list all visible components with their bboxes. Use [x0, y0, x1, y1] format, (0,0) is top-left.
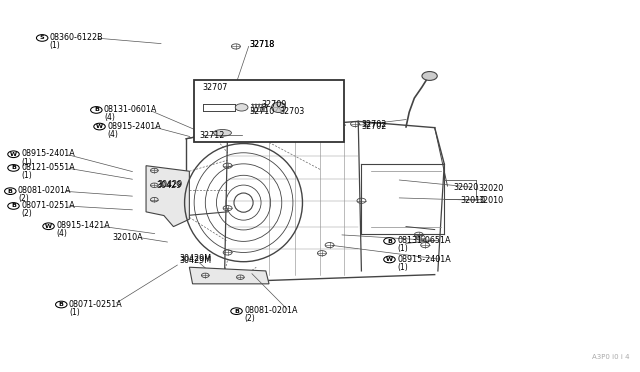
Text: (1): (1) [21, 157, 32, 167]
Text: 32010: 32010 [460, 196, 485, 205]
Text: 32020: 32020 [454, 183, 479, 192]
Circle shape [8, 151, 19, 158]
Text: (4): (4) [56, 230, 67, 238]
Polygon shape [189, 267, 269, 284]
Bar [194, 80, 344, 142]
Text: 32703: 32703 [280, 106, 305, 116]
Text: W: W [10, 152, 17, 157]
Text: 08121-0551A: 08121-0551A [21, 163, 75, 172]
Text: 32707: 32707 [202, 83, 227, 92]
Text: B: B [11, 203, 16, 208]
Ellipse shape [271, 102, 285, 112]
Text: 32710: 32710 [250, 106, 275, 116]
Text: 08071-0251A: 08071-0251A [69, 300, 123, 309]
Text: B: B [59, 302, 64, 307]
Text: W: W [45, 224, 52, 229]
Circle shape [36, 35, 48, 41]
Text: S: S [40, 35, 45, 41]
Circle shape [8, 164, 19, 171]
Text: A3P0 i0 i 4: A3P0 i0 i 4 [591, 354, 629, 360]
Circle shape [384, 238, 395, 244]
Circle shape [4, 188, 16, 195]
Circle shape [231, 308, 243, 314]
Text: (1): (1) [397, 263, 408, 272]
Text: W: W [96, 124, 103, 129]
Text: 30429: 30429 [156, 182, 182, 190]
Text: 32718: 32718 [250, 40, 275, 49]
Text: 08071-0251A: 08071-0251A [21, 201, 75, 210]
Text: B: B [387, 238, 392, 244]
Text: (1): (1) [21, 171, 32, 180]
Text: 08360-6122B: 08360-6122B [50, 33, 104, 42]
Circle shape [422, 71, 437, 80]
Ellipse shape [214, 129, 232, 136]
Text: 08081-0201A: 08081-0201A [18, 186, 72, 195]
Text: 32718: 32718 [250, 41, 275, 49]
Text: 32709: 32709 [261, 100, 287, 109]
Circle shape [94, 123, 105, 130]
Circle shape [43, 223, 54, 230]
Text: 08131-0651A: 08131-0651A [397, 236, 451, 245]
Text: 30429: 30429 [157, 180, 183, 189]
Text: 32020: 32020 [478, 185, 503, 193]
Text: 32712: 32712 [199, 131, 224, 140]
Text: (2): (2) [21, 209, 32, 218]
Text: 30429M: 30429M [180, 254, 212, 263]
Text: 32010A: 32010A [113, 233, 143, 242]
Text: 32010: 32010 [478, 196, 503, 205]
Text: (2): (2) [244, 314, 255, 323]
Text: B: B [94, 108, 99, 112]
Circle shape [236, 104, 248, 111]
Text: (1): (1) [69, 308, 80, 317]
Circle shape [56, 301, 67, 308]
Text: 08915-2401A: 08915-2401A [107, 122, 161, 131]
Text: (2): (2) [18, 195, 29, 203]
Text: B: B [234, 309, 239, 314]
Text: 08131-0601A: 08131-0601A [104, 105, 157, 114]
Text: (1): (1) [50, 41, 61, 50]
Text: 08915-2401A: 08915-2401A [397, 254, 451, 264]
Polygon shape [146, 166, 189, 227]
Text: W: W [386, 257, 393, 262]
Text: 08081-0201A: 08081-0201A [244, 306, 298, 315]
Text: B: B [11, 166, 16, 170]
Text: 32702: 32702 [362, 120, 387, 129]
Text: (4): (4) [107, 130, 118, 139]
Text: 08915-2401A: 08915-2401A [21, 150, 75, 158]
Text: B: B [8, 189, 13, 194]
Text: (1): (1) [397, 244, 408, 253]
Circle shape [91, 107, 102, 113]
Circle shape [384, 256, 395, 263]
Text: 08915-1421A: 08915-1421A [56, 221, 110, 230]
Text: (4): (4) [104, 113, 115, 122]
Text: 32702: 32702 [362, 122, 387, 131]
Circle shape [8, 203, 19, 209]
Text: 30429M: 30429M [180, 256, 212, 266]
